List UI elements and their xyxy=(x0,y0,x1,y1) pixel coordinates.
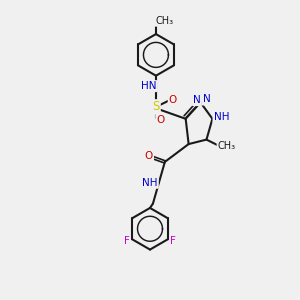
Text: F: F xyxy=(170,236,176,246)
Text: O: O xyxy=(169,95,177,105)
Text: F: F xyxy=(124,236,130,246)
Text: O: O xyxy=(145,151,153,161)
Text: CH₃: CH₃ xyxy=(218,140,236,151)
Text: CH₃: CH₃ xyxy=(155,16,173,26)
Text: N: N xyxy=(193,95,201,105)
Text: NH: NH xyxy=(142,178,158,188)
Text: N: N xyxy=(202,94,210,104)
Text: O: O xyxy=(156,115,164,125)
Text: S: S xyxy=(152,100,160,113)
Text: HN: HN xyxy=(141,81,156,91)
Text: NH: NH xyxy=(214,112,229,122)
